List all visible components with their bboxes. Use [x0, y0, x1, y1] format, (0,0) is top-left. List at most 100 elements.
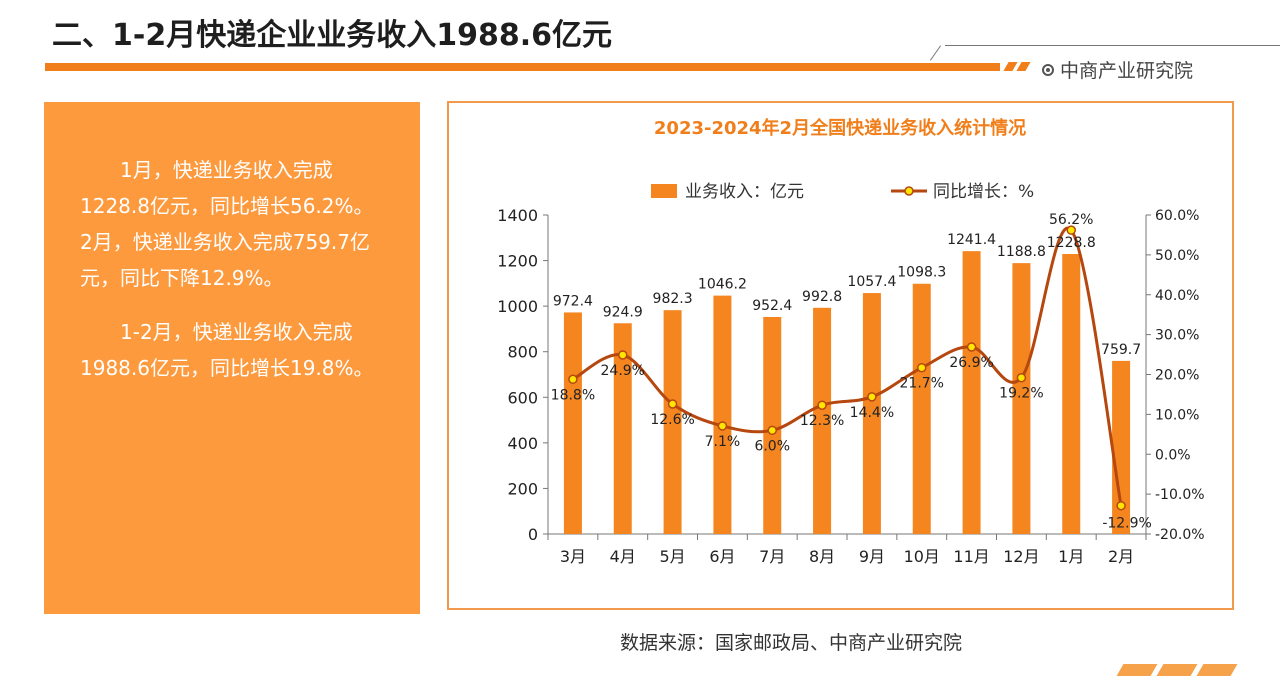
left-axis-tick-label: 0 [528, 525, 538, 544]
growth-data-label: 18.8% [551, 387, 595, 403]
legend-bar-label: 业务收入：亿元 [685, 182, 804, 202]
revenue-data-label: 1046.2 [698, 277, 747, 293]
x-axis-tick-label: 10月 [904, 547, 940, 566]
revenue-bar [912, 283, 931, 534]
right-axis-tick-label: 30.0% [1155, 328, 1199, 344]
brand: 中商产业研究院 [1042, 56, 1193, 83]
growth-data-label: 7.1% [705, 434, 741, 450]
header-thin-line [945, 45, 1280, 46]
x-axis-tick-label: 2月 [1108, 547, 1134, 566]
summary-panel: 1月，快递业务收入完成1228.8亿元，同比增长56.2%。2月，快递业务收入完… [44, 102, 420, 614]
revenue-bar [563, 312, 582, 534]
growth-rate-line [572, 226, 1123, 506]
growth-rate-point [717, 421, 728, 431]
left-axis-tick-label: 200 [507, 479, 538, 498]
header-accent-bar [45, 63, 1000, 71]
right-axis-tick-label: 40.0% [1155, 288, 1199, 304]
x-axis-tick-label: 3月 [560, 547, 586, 566]
revenue-bar [663, 310, 682, 534]
revenue-data-label: 1241.4 [947, 232, 996, 248]
brand-logo-icon [1042, 63, 1054, 76]
growth-data-label: 24.9% [601, 363, 645, 379]
revenue-data-label: 952.4 [752, 298, 792, 314]
left-axis-tick-label: 600 [507, 388, 538, 407]
revenue-data-label: 992.8 [802, 289, 842, 305]
page-title: 二、1-2月快递企业业务收入1988.6亿元 [52, 18, 612, 53]
data-source: 数据来源：国家邮政局、中商产业研究院 [620, 632, 963, 654]
footer-stripe-1 [1116, 664, 1158, 676]
growth-rate-point [966, 342, 977, 352]
legend-line-label: 同比增长：% [933, 182, 1034, 202]
revenue-bar [713, 295, 732, 534]
revenue-bar [613, 323, 632, 534]
right-axis-tick-label: 0.0% [1155, 447, 1191, 463]
header-slash-2 [1016, 62, 1031, 71]
header-slash-1 [1003, 62, 1018, 71]
revenue-data-label: 982.3 [653, 291, 693, 307]
left-axis-tick-label: 1400 [497, 206, 538, 225]
revenue-bar [1112, 360, 1131, 534]
left-axis-tick-label: 800 [507, 343, 538, 362]
revenue-bar [962, 251, 981, 535]
growth-data-label: -12.9% [1102, 516, 1152, 532]
revenue-bar [813, 307, 832, 534]
growth-data-label: 12.6% [650, 412, 694, 428]
left-axis-tick-label: 1200 [497, 252, 538, 271]
summary-paragraph-2: 1-2月，快递业务收入完成1988.6亿元，同比增长19.8%。 [80, 320, 374, 380]
revenue-data-label: 759.7 [1101, 342, 1141, 358]
x-axis-tick-label: 9月 [859, 547, 885, 566]
growth-data-label: 14.4% [850, 405, 894, 421]
revenue-bar [1062, 254, 1081, 534]
legend-line-marker [904, 186, 914, 196]
right-axis-tick-label: 50.0% [1155, 248, 1199, 264]
growth-rate-point [1016, 372, 1027, 383]
chart-title: 2023-2024年2月全国快递业务收入统计情况 [654, 117, 1026, 139]
growth-rate-point [1116, 500, 1126, 511]
chart-container: 2023-2024年2月全国快递业务收入统计情况业务收入：亿元 同比增长：% 0 20… [447, 101, 1234, 610]
revenue-data-label: 1188.8 [997, 244, 1046, 260]
right-axis-tick-label: 60.0% [1155, 208, 1199, 224]
growth-rate-point [917, 362, 927, 373]
footer-stripe-2 [1156, 664, 1198, 676]
header-thin-diagonal [929, 45, 942, 61]
x-axis-tick-label: 1月 [1058, 547, 1084, 566]
x-axis-tick-label: 5月 [659, 547, 685, 566]
x-axis-tick-label: 4月 [610, 547, 636, 566]
x-axis-tick-label: 12月 [1003, 547, 1039, 566]
revenue-bar [1012, 263, 1031, 534]
revenue-data-label: 924.9 [603, 304, 643, 320]
growth-rate-point [767, 425, 777, 436]
x-axis-tick-label: 11月 [953, 547, 989, 566]
growth-rate-point [667, 399, 678, 409]
growth-data-label: 21.7% [900, 376, 944, 392]
growth-rate-point [1066, 225, 1076, 235]
right-axis-tick-label: 10.0% [1155, 407, 1199, 423]
revenue-data-label: 1057.4 [847, 274, 896, 290]
x-axis-tick-label: 7月 [759, 547, 785, 566]
growth-data-label: 56.2% [1049, 212, 1093, 228]
revenue-data-label: 1098.3 [897, 265, 946, 281]
growth-rate-point [568, 374, 578, 385]
right-axis-tick-label: -10.0% [1155, 487, 1205, 503]
x-axis-tick-label: 6月 [709, 547, 735, 566]
left-axis-tick-label: 400 [507, 434, 538, 453]
growth-rate-point [867, 392, 877, 402]
growth-rate-point [817, 400, 827, 410]
right-axis-tick-label: 20.0% [1155, 368, 1199, 384]
growth-data-label: 6.0% [754, 438, 790, 454]
growth-data-label: 19.2% [999, 386, 1043, 402]
revenue-bar [862, 293, 881, 534]
growth-rate-point [618, 350, 628, 360]
left-axis-tick-label: 1000 [497, 297, 538, 316]
revenue-data-label: 972.4 [553, 293, 593, 309]
growth-data-label: 26.9% [949, 355, 993, 371]
right-axis-tick-label: -20.0% [1155, 527, 1205, 543]
revenue-data-label: 1228.8 [1047, 235, 1096, 251]
revenue-bar [763, 316, 782, 534]
brand-name: 中商产业研究院 [1060, 60, 1194, 82]
footer-stripe-3 [1196, 664, 1238, 676]
summary-paragraph-1: 1月，快递业务收入完成1228.8亿元，同比增长56.2%。2月，快递业务收入完… [80, 158, 374, 290]
x-axis-tick-label: 8月 [809, 547, 835, 566]
growth-data-label: 12.3% [800, 413, 844, 429]
